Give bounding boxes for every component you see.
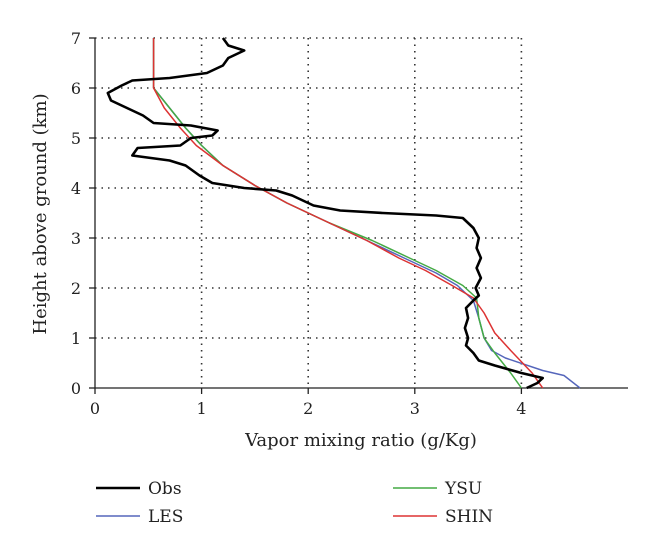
- y-tick-label: 7: [71, 29, 81, 48]
- series-line-obs: [106, 37, 544, 390]
- y-tick-label: 2: [71, 279, 81, 298]
- y-tick-label: 3: [71, 229, 81, 248]
- series-lines: [106, 37, 581, 390]
- legend-label-shin: SHIN: [445, 507, 493, 527]
- x-tick-label: 3: [410, 399, 420, 418]
- legend-label-ysu: YSU: [444, 479, 482, 499]
- x-tick-label: 1: [197, 399, 207, 418]
- y-axis-label: Height above ground (km): [30, 93, 51, 334]
- x-axis-label: Vapor mixing ratio (g/Kg): [244, 430, 477, 451]
- y-tick-label: 0: [71, 379, 81, 398]
- x-tick-label: 2: [303, 399, 313, 418]
- y-tick-label: 6: [71, 79, 81, 98]
- series-line-shin: [152, 38, 544, 389]
- axes: [89, 37, 628, 394]
- y-tick-label: 4: [71, 179, 81, 198]
- legend-label-les: LES: [148, 507, 183, 527]
- legend-label-obs: Obs: [148, 479, 182, 499]
- x-tick-label: 4: [516, 399, 526, 418]
- x-tick-label: 0: [90, 399, 100, 418]
- y-tick-label: 5: [71, 129, 81, 148]
- tick-labels: 0 1 2 3 4 5 6 7 0 1 2 3 4: [71, 29, 527, 418]
- y-tick-label: 1: [71, 329, 81, 348]
- legend: Obs LES YSU SHIN: [96, 479, 493, 527]
- series-line-ysu: [152, 38, 523, 389]
